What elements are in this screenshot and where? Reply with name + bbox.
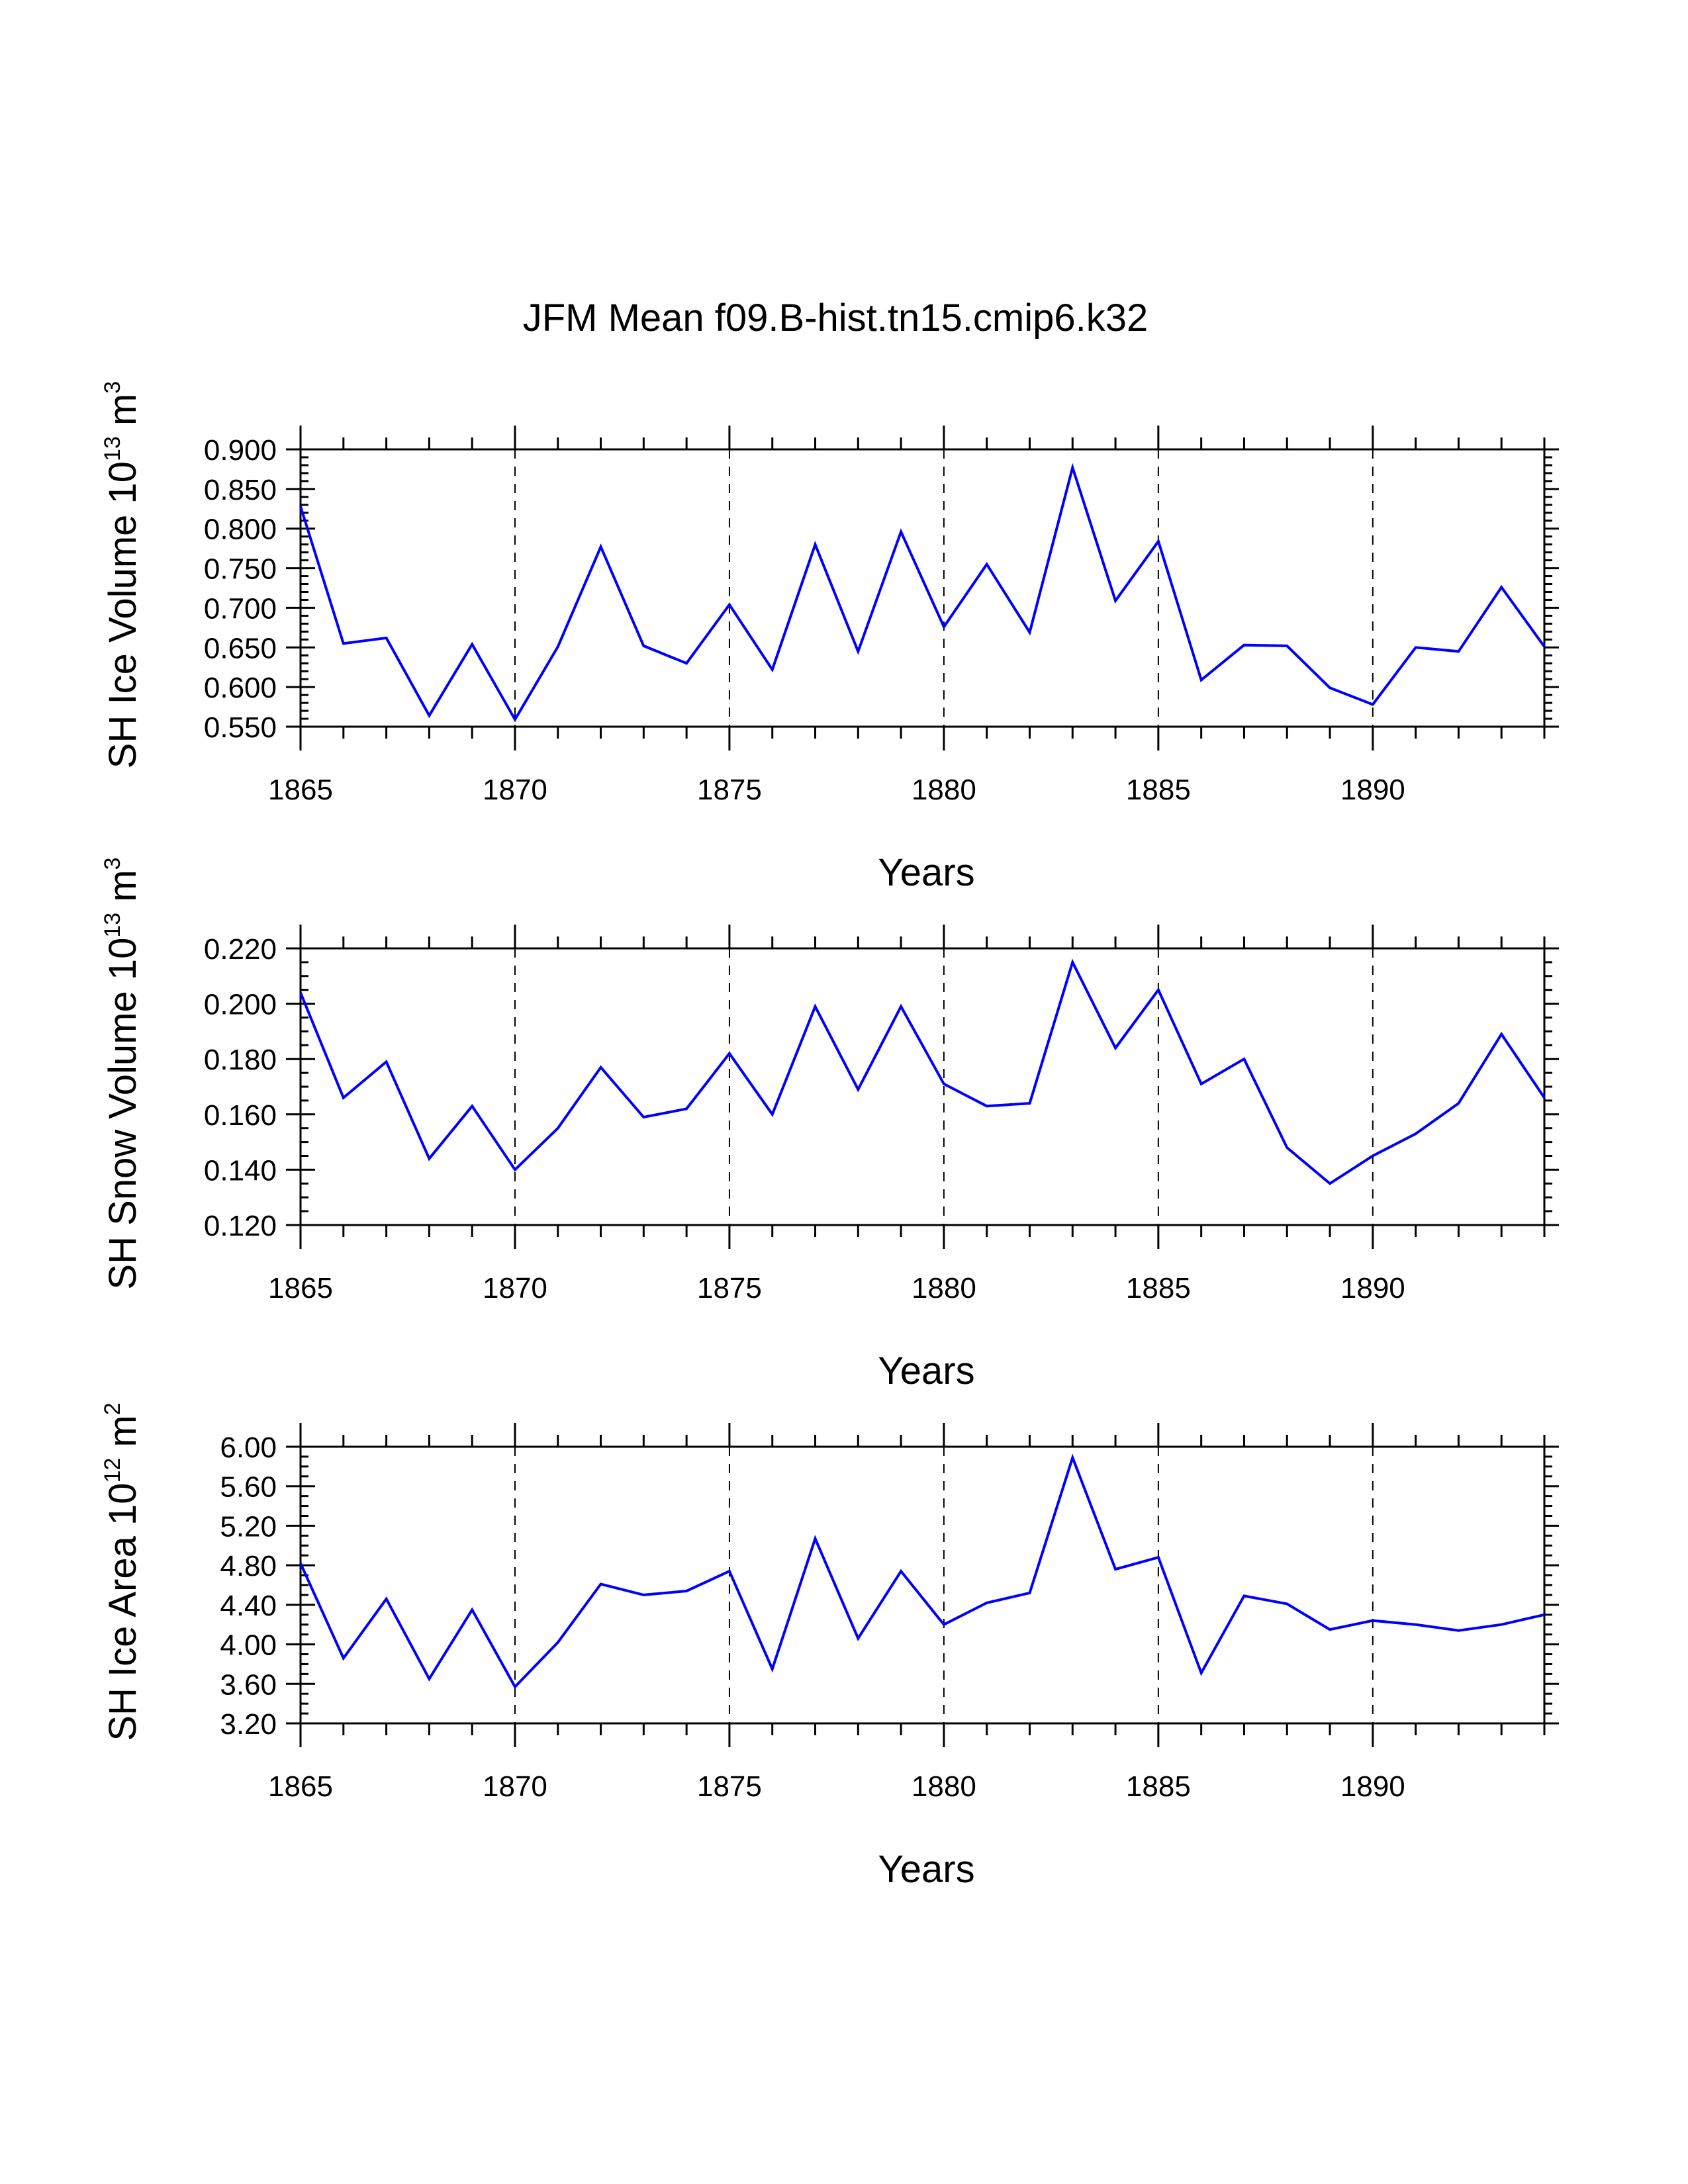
- y-label-unit-exponent: 3: [100, 381, 125, 394]
- y-tick-label: 0.220: [204, 933, 277, 966]
- y-tick-label: 4.00: [220, 1629, 277, 1662]
- x-tick-label: 1865: [268, 1770, 333, 1803]
- y-tick-label: 0.140: [204, 1154, 277, 1187]
- series-line: [299, 463, 1546, 723]
- y-label-exponent: 13: [100, 913, 125, 938]
- y-tick-label: 0.550: [204, 711, 277, 744]
- y-tick-label: 0.200: [204, 989, 277, 1021]
- y-label-unit-exponent: 2: [100, 1402, 125, 1415]
- y-label-unit: m: [101, 394, 144, 436]
- x-tick-label: 1885: [1126, 1770, 1191, 1803]
- y-tick-label: 0.120: [204, 1210, 277, 1242]
- y-tick-label: 5.20: [220, 1510, 277, 1543]
- panel-2: 1865 1870 1875 1880 1885 1890 0.120 0.140 0.160 0…: [100, 857, 1559, 1392]
- y-tick-label: 3.60: [220, 1668, 277, 1701]
- x-tick-label: 1870: [483, 774, 547, 806]
- x-tick-label: 1870: [483, 1272, 547, 1304]
- x-tick-label: 1890: [1340, 1272, 1405, 1304]
- x-tick-label: 1885: [1126, 1272, 1191, 1304]
- x-tick-label: 1885: [1126, 774, 1191, 806]
- x-tick-label: 1880: [912, 774, 976, 806]
- y-label-main: SH Ice Area 10: [101, 1483, 144, 1741]
- panel-3: 1865 1870 1875 1880 1885 1890 3.20 3.60 4.00 4.40…: [100, 1402, 1559, 1891]
- panel-1: 1865 1870 1875 1880 1885 1890 0.550 0.600 0.650 0…: [100, 381, 1559, 894]
- x-tick-label: 1890: [1340, 1770, 1405, 1803]
- series-line: [299, 1453, 1545, 1690]
- y-axis-label: SH Snow Volume 1013 m3: [100, 857, 144, 1289]
- y-label-exponent: 12: [100, 1458, 125, 1483]
- y-tick-label: 3.20: [220, 1708, 277, 1741]
- y-tick-label: 0.180: [204, 1044, 277, 1076]
- y-axis-label: SH Ice Area 1012 m2: [100, 1402, 144, 1741]
- y-tick-label: 0.900: [204, 434, 277, 467]
- y-tick-label: 5.60: [220, 1471, 277, 1504]
- y-label-main: SH Ice Volume 10: [101, 461, 144, 768]
- y-axis-label: SH Ice Volume 1013 m3: [100, 381, 144, 768]
- x-tick-label: 1875: [697, 1272, 762, 1304]
- y-tick-label: 4.80: [220, 1550, 277, 1582]
- y-tick-label: 0.600: [204, 672, 277, 704]
- x-tick-label: 1865: [268, 774, 333, 806]
- x-tick-label: 1880: [912, 1272, 976, 1304]
- y-tick-label: 0.800: [204, 514, 277, 546]
- x-axis-label: Years: [878, 851, 974, 894]
- x-tick-label: 1870: [483, 1770, 547, 1803]
- y-label-unit-exponent: 3: [100, 857, 125, 870]
- chart-title: JFM Mean f09.B-hist.tn15.cmip6.k32: [523, 296, 1149, 340]
- y-tick-label: 0.700: [204, 592, 277, 625]
- panels: 1865 1870 1875 1880 1885 1890 0.550 0.600 0.650 0…: [100, 381, 1559, 1891]
- y-label-exponent: 13: [100, 436, 125, 461]
- x-tick-label: 1875: [697, 774, 762, 806]
- x-tick-label: 1875: [697, 1770, 762, 1803]
- y-tick-label: 6.00: [220, 1432, 277, 1464]
- x-axis-label: Years: [878, 1349, 974, 1392]
- y-tick-label: 0.750: [204, 553, 277, 586]
- x-tick-label: 1865: [268, 1272, 333, 1304]
- y-label-unit: m: [101, 870, 144, 912]
- y-label-unit: m: [101, 1415, 144, 1457]
- x-tick-label: 1890: [1340, 774, 1405, 806]
- x-tick-label: 1880: [912, 1770, 976, 1803]
- x-axis-label: Years: [878, 1848, 974, 1891]
- series-line: [299, 958, 1546, 1185]
- y-tick-label: 0.850: [204, 474, 277, 506]
- y-label-main: SH Snow Volume 10: [101, 938, 144, 1290]
- y-tick-label: 0.160: [204, 1099, 277, 1132]
- y-tick-label: 0.650: [204, 632, 277, 664]
- y-tick-label: 4.40: [220, 1590, 277, 1622]
